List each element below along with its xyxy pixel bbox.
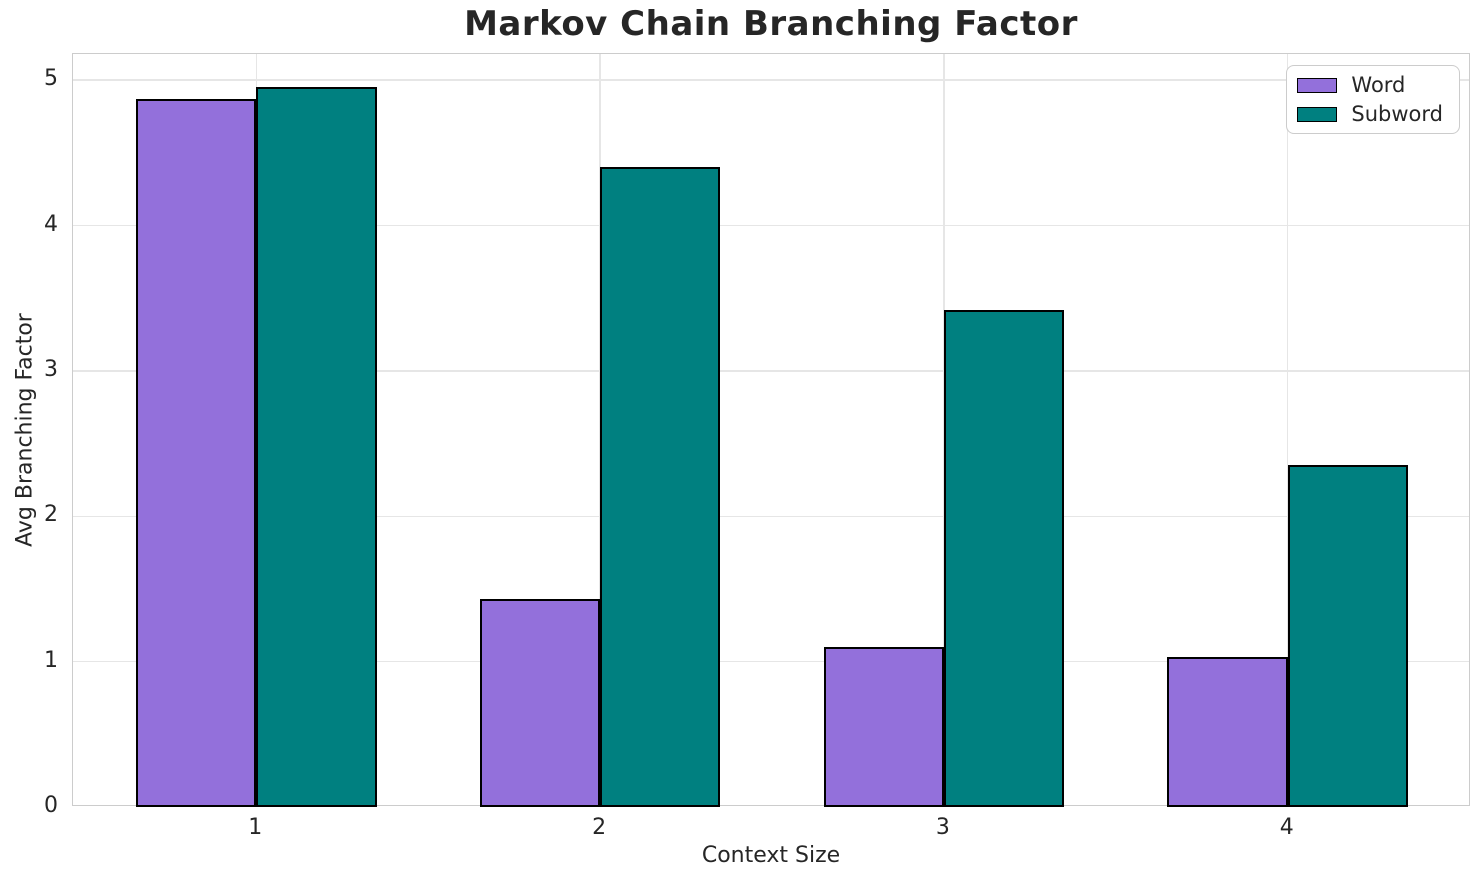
gridline-y-2 [73, 515, 1469, 518]
plot-area: Word Subword [72, 53, 1470, 807]
y-tick-4: 4 [44, 211, 58, 237]
x-tick-1: 1 [248, 815, 263, 840]
legend-label-subword: Subword [1351, 102, 1443, 126]
y-tick-2: 2 [44, 502, 58, 528]
bar-word-3 [823, 647, 944, 807]
legend-swatch-subword [1297, 106, 1338, 122]
y-tick-0: 0 [44, 793, 58, 818]
chart-title: Markov Chain Branching Factor [464, 4, 1078, 44]
legend: Word Subword [1286, 65, 1460, 134]
gridline-y-4 [73, 224, 1469, 227]
bar-subword-2 [600, 167, 721, 807]
bar-word-2 [479, 599, 601, 807]
legend-label-word: Word [1351, 73, 1406, 97]
gridline-y-5 [73, 79, 1469, 81]
y-tick-1: 1 [44, 647, 58, 673]
bar-word-1 [135, 99, 257, 807]
y-tick-3: 3 [44, 356, 58, 382]
x-tick-4: 4 [1279, 815, 1294, 840]
x-tick-2: 2 [592, 815, 607, 840]
y-tick-5: 5 [44, 66, 58, 92]
bar-word-4 [1167, 657, 1288, 807]
gridline-y-3 [73, 370, 1469, 372]
legend-swatch-word [1297, 77, 1338, 93]
bar-subword-3 [943, 309, 1065, 807]
legend-entry-word: Word [1297, 72, 1443, 98]
legend-entry-subword: Subword [1297, 101, 1443, 127]
x-tick-3: 3 [935, 815, 950, 840]
bar-subword-4 [1287, 465, 1409, 807]
gridline-x-4 [1286, 54, 1289, 805]
bar-subword-1 [256, 87, 377, 807]
x-axis-label: Context Size [701, 843, 841, 868]
gridline-y-1 [73, 660, 1469, 663]
